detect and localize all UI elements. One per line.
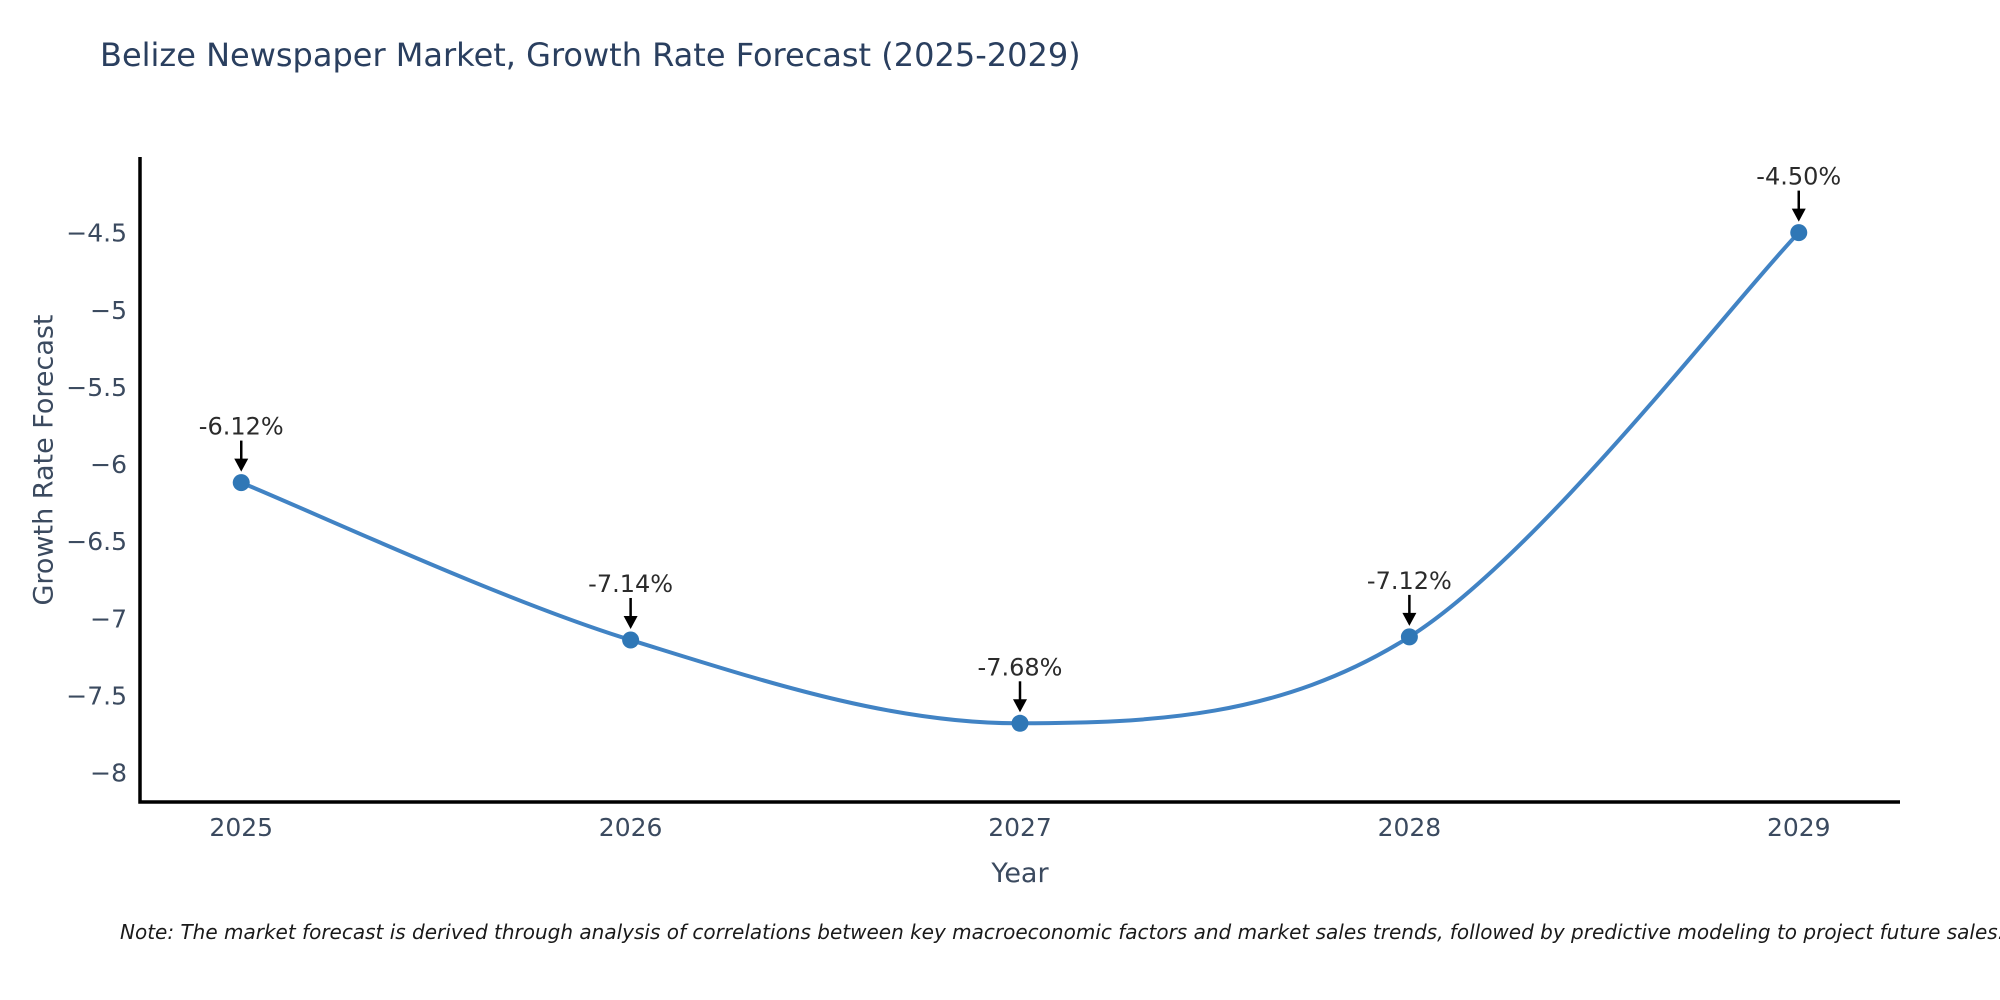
x-tick-label: 2027 <box>988 813 1052 842</box>
x-tick-label: 2029 <box>1767 813 1831 842</box>
annotation-arrow-head <box>234 458 249 472</box>
y-tick-label: −6 <box>90 450 127 479</box>
x-tick-label: 2025 <box>209 813 273 842</box>
annotation-label: -4.50% <box>1756 163 1841 191</box>
annotation-label: -6.12% <box>199 413 284 441</box>
annotation-arrow-head <box>623 615 638 629</box>
annotation-label: -7.12% <box>1367 567 1452 595</box>
y-tick-label: −6.5 <box>66 527 127 556</box>
x-tick-label: 2026 <box>599 813 663 842</box>
data-point-marker <box>622 631 640 649</box>
data-point-marker <box>1400 628 1418 646</box>
annotation-arrow-head <box>1013 699 1027 713</box>
annotation-arrow-head <box>1791 208 1806 222</box>
footnote: Note: The market forecast is derived thr… <box>120 920 2000 944</box>
y-tick-label: −8 <box>90 759 127 788</box>
annotation-label: -7.14% <box>588 570 673 598</box>
data-point-marker <box>1790 224 1808 242</box>
annotation-label: -7.68% <box>978 653 1063 681</box>
data-point-marker <box>1011 714 1029 732</box>
y-tick-label: −7.5 <box>66 682 127 711</box>
annotation-arrow-head <box>1402 612 1417 626</box>
y-tick-label: −5 <box>90 296 127 325</box>
y-tick-label: −4.5 <box>66 219 127 248</box>
chart-title: Belize Newspaper Market, Growth Rate For… <box>100 36 1081 74</box>
x-tick-label: 2028 <box>1378 813 1442 842</box>
series-line <box>239 230 1801 726</box>
y-tick-label: −7 <box>90 604 127 633</box>
x-axis-title: Year <box>991 858 1049 889</box>
axis-spines <box>138 157 1900 804</box>
y-tick-label: −5.5 <box>66 373 127 402</box>
data-point-marker <box>232 474 250 492</box>
